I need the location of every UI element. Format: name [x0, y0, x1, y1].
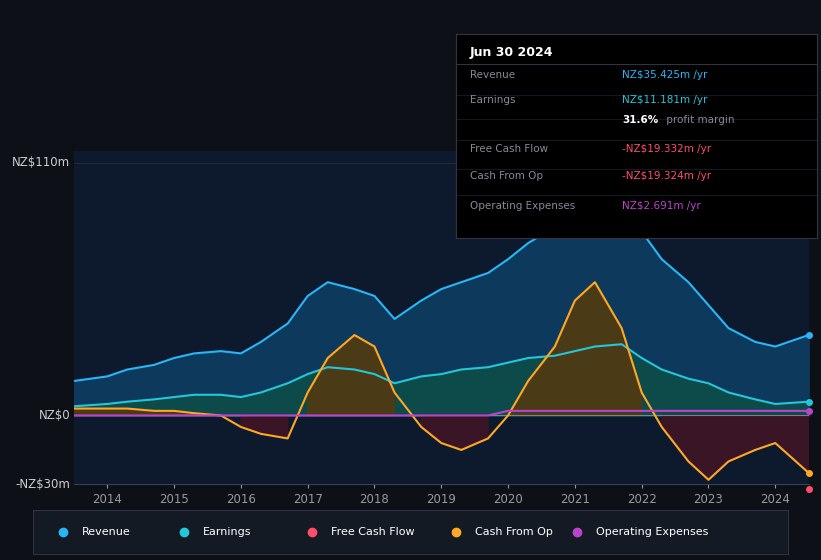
Text: 31.6%: 31.6%: [621, 115, 658, 125]
Text: NZ$35.425m /yr: NZ$35.425m /yr: [621, 71, 707, 81]
Text: -NZ$19.324m /yr: -NZ$19.324m /yr: [621, 171, 711, 180]
Text: -NZ$30m: -NZ$30m: [16, 478, 71, 491]
Text: Jun 30 2024: Jun 30 2024: [470, 46, 553, 59]
Text: Earnings: Earnings: [470, 95, 516, 105]
Text: Cash From Op: Cash From Op: [470, 171, 544, 180]
Text: Operating Expenses: Operating Expenses: [470, 201, 576, 211]
Text: Operating Expenses: Operating Expenses: [595, 527, 708, 537]
Text: Free Cash Flow: Free Cash Flow: [331, 527, 415, 537]
Text: Revenue: Revenue: [82, 527, 131, 537]
Text: Earnings: Earnings: [203, 527, 251, 537]
Text: profit margin: profit margin: [663, 115, 735, 125]
Text: NZ$11.181m /yr: NZ$11.181m /yr: [621, 95, 707, 105]
Text: Cash From Op: Cash From Op: [475, 527, 553, 537]
Text: NZ$2.691m /yr: NZ$2.691m /yr: [621, 201, 700, 211]
Text: -NZ$19.332m /yr: -NZ$19.332m /yr: [621, 144, 711, 154]
Text: NZ$110m: NZ$110m: [12, 156, 71, 169]
Text: Revenue: Revenue: [470, 71, 516, 81]
Text: NZ$0: NZ$0: [39, 409, 71, 422]
Text: Free Cash Flow: Free Cash Flow: [470, 144, 548, 154]
